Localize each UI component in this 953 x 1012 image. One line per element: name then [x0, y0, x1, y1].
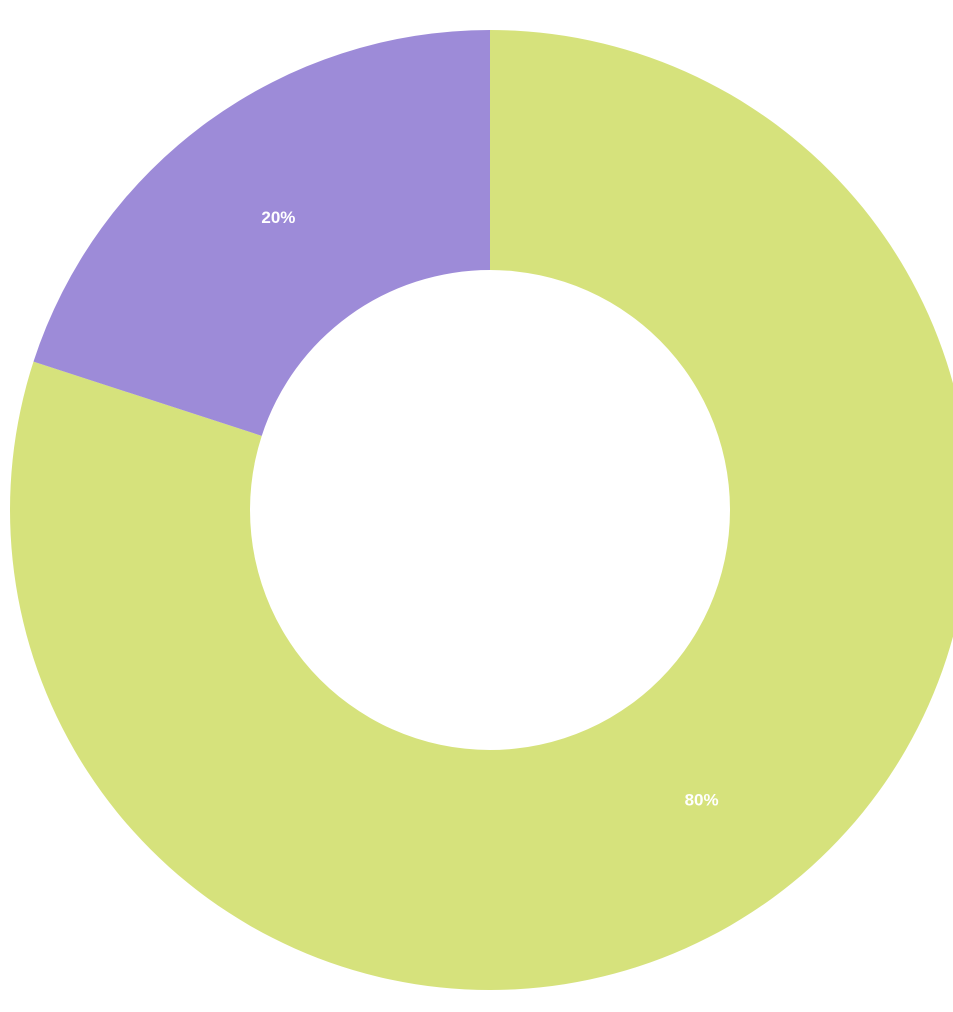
donut-slice — [10, 30, 953, 990]
data-label: 80% — [685, 791, 719, 810]
data-label: 20% — [261, 208, 295, 227]
donut-slice — [33, 30, 491, 436]
